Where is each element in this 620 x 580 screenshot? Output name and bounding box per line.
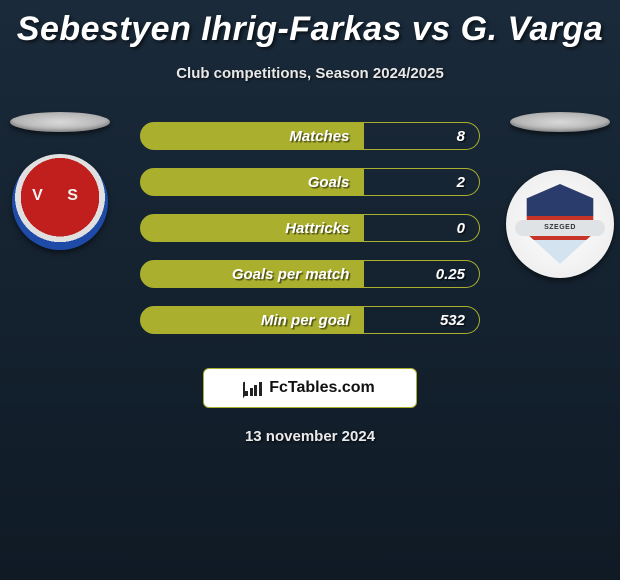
club-badge-right: SZEGED [506,170,614,278]
player-left-column [10,112,110,250]
badge-banner: SZEGED [515,220,606,236]
stat-row: Matches 8 [140,122,480,150]
stat-bar-left: Goals [140,168,364,196]
brand-text: FcTables.com [269,379,375,397]
stat-label: Hattricks [285,220,349,237]
stat-label: Matches [289,128,349,145]
stat-bar-left: Hattricks [140,214,364,242]
player-left-placeholder [10,112,110,132]
stats-list: Matches 8 Goals 2 Hattricks 0 Goals pe [140,122,480,334]
stat-bar-right: 532 [364,306,480,334]
stat-bar-left: Matches [140,122,364,150]
stat-value: 8 [457,128,465,145]
stat-value: 0.25 [436,266,465,283]
page-title: Sebestyen Ihrig-Farkas vs G. Varga [0,0,620,49]
stat-row: Goals 2 [140,168,480,196]
stat-value: 0 [457,220,465,237]
stat-bar-right: 8 [364,122,480,150]
stat-row: Goals per match 0.25 [140,260,480,288]
comparison-body: SZEGED Matches 8 Goals 2 Hattricks 0 [0,112,620,342]
stat-bar-left: Min per goal [140,306,364,334]
stat-label: Min per goal [261,312,349,329]
stat-bar-right: 0.25 [364,260,480,288]
stat-row: Min per goal 532 [140,306,480,334]
stat-bar-left: Goals per match [140,260,364,288]
date-label: 13 november 2024 [0,428,620,445]
stat-bar-right: 0 [364,214,480,242]
club-badge-left [12,154,108,250]
page-subtitle: Club competitions, Season 2024/2025 [0,65,620,82]
stat-label: Goals per match [232,266,350,283]
bar-chart-icon [245,380,265,396]
stat-bar-right: 2 [364,168,480,196]
player-right-placeholder [510,112,610,132]
player-right-column: SZEGED [510,112,610,278]
stat-label: Goals [308,174,350,191]
stat-value: 2 [457,174,465,191]
brand-box: FcTables.com [203,368,417,408]
stat-row: Hattricks 0 [140,214,480,242]
stat-value: 532 [440,312,465,329]
